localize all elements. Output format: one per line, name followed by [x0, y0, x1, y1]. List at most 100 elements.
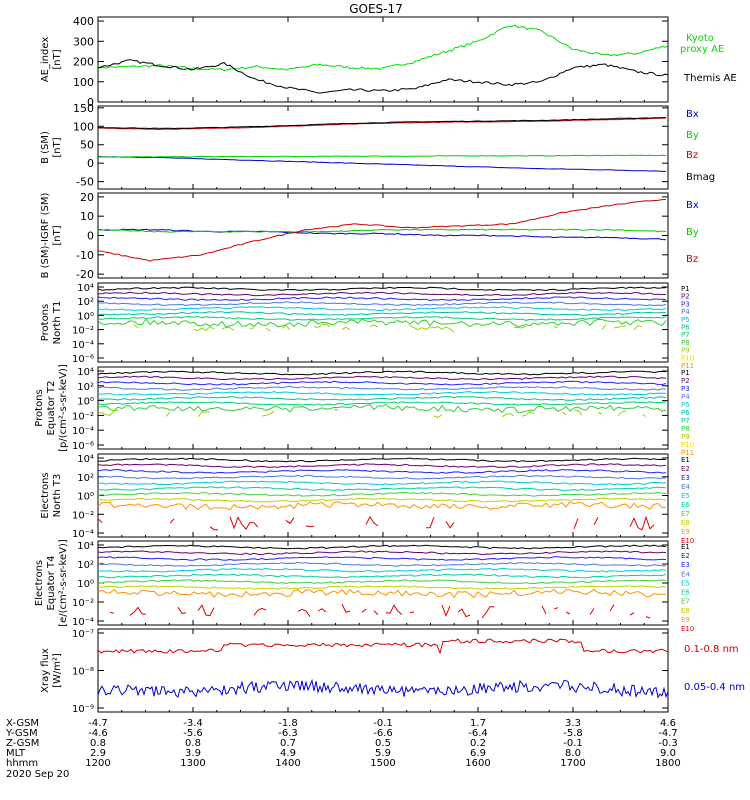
y-axis-label-line: [p/(cm²-s-sr-keV)] [58, 364, 69, 452]
panel-frame-3 [97, 192, 669, 279]
legend-label-e7: E7 [681, 510, 690, 518]
y-axis-label: Protons Equator T2 [p/(cm²-s-sr-keV)] [34, 364, 69, 452]
legend-label: 0.1-0.8 nm [684, 644, 739, 655]
legend-label: Bx [686, 200, 699, 211]
legend-label-p6: P6 [681, 409, 690, 417]
y-axis-label-line: [nT] [52, 137, 63, 157]
y-axis-label: B (SM)-IGRF (SM) [nT] [40, 193, 63, 279]
y-tick-label: 10⁴ [77, 541, 94, 552]
legend-label-p5: P5 [681, 401, 690, 409]
y-tick-label: 0 [87, 230, 94, 243]
y-tick-label: 10⁻² [72, 510, 94, 521]
panel-frame-6 [97, 453, 669, 538]
channel-line-e5 [97, 567, 667, 573]
legend-label: Bmag [686, 172, 715, 183]
y-tick-label: 300 [73, 35, 94, 48]
ephem-label: Z-GSM [6, 738, 39, 749]
channel-line-e10 [109, 603, 651, 619]
legend-label-e6: E6 [681, 589, 690, 597]
ephem-value: -5.8 [563, 728, 583, 739]
ephem-value: 0.8 [90, 738, 106, 749]
channel-line-e8 [97, 585, 667, 590]
y-axis-label-line: AE_index [40, 37, 51, 83]
ephem-value: 1300 [180, 758, 205, 769]
legend-label-p9: P9 [681, 433, 690, 441]
ephem-value: -3.4 [183, 718, 203, 729]
ephem-value: -4.7 [658, 728, 678, 739]
legend-label-p3: P3 [681, 300, 690, 308]
legend-label-e10: E10 [681, 625, 694, 633]
ephem-value: 1800 [655, 758, 680, 769]
channel-line-e3 [97, 469, 667, 474]
y-tick-label: 10 [80, 210, 94, 223]
series-line-bx [97, 155, 667, 172]
y-tick-label: -20 [76, 268, 94, 281]
channel-line-e6 [97, 573, 667, 579]
y-tick-label: 10⁴ [77, 367, 94, 378]
legend-label-p5: P5 [681, 316, 690, 324]
ephem-value: 8.0 [565, 748, 581, 759]
panel-frame-5 [97, 366, 669, 450]
series-line-by [97, 228, 667, 233]
legend-label-p7: P7 [681, 331, 690, 339]
y-tick-label: 10⁰ [77, 397, 94, 408]
series-line-xray-short [97, 678, 669, 699]
ephem-value: -1.8 [278, 718, 298, 729]
legend-label: 0.05-0.4 nm [684, 682, 745, 693]
legend-label-p10: P10 [681, 354, 694, 362]
channel-line-p5 [97, 390, 667, 396]
legend-label-p11: P11 [681, 362, 694, 370]
y-tick-label: 10⁻⁸ [72, 667, 94, 678]
channel-line-e7 [97, 579, 667, 585]
y-axis-label: Electrons Equator T4 [e/(cm²-s-sr-keV)] [34, 539, 69, 627]
y-tick-label: 10⁻⁶ [72, 441, 94, 452]
ephem-value: 0.7 [280, 738, 296, 749]
ephem-label: MLT [6, 748, 26, 759]
y-tick-label: 10⁻² [72, 411, 94, 422]
y-tick-label: 10⁴ [77, 454, 94, 465]
y-axis-label-line: Electrons [40, 472, 51, 518]
ephem-value: 1.7 [470, 718, 486, 729]
legend-label-e5: E5 [681, 492, 690, 500]
y-tick-label: 100 [73, 76, 94, 89]
legend-label: By [686, 227, 699, 238]
y-tick-label: 20 [80, 191, 94, 204]
panel-frame-7 [97, 540, 669, 626]
channel-line-e7 [97, 491, 667, 497]
series-line-bz [97, 117, 667, 131]
ephem-value: 0.5 [375, 738, 391, 749]
y-tick-label: 10⁻⁹ [72, 704, 94, 715]
ephem-value: 3.3 [565, 718, 581, 729]
legend-label: Bz [686, 150, 698, 161]
legend-label-e3: E3 [681, 474, 690, 482]
legend-label-e5: E5 [681, 579, 690, 587]
y-tick-label: 10⁻² [72, 598, 94, 609]
legend-label-e6: E6 [681, 501, 690, 509]
ephem-value: 1500 [370, 758, 395, 769]
y-axis-label-line: [W/m²] [52, 653, 63, 688]
y-tick-label: 10⁰ [77, 492, 94, 503]
channel-line-p1 [97, 370, 667, 376]
legend-label-e8: E8 [681, 519, 690, 527]
channel-line-e6 [97, 486, 667, 491]
y-axis-label-line: [nT] [52, 49, 63, 69]
ephem-value: -6.4 [468, 728, 488, 739]
ephemeris-table: X-GSM -4.7 -3.4 -1.8 -0.1 1.7 3.3 4.6Y-GSM -4.6-… [5, 718, 681, 780]
legend-label: Bz [686, 254, 698, 265]
y-axis-label-line: Protons [40, 304, 51, 341]
y-tick-label: 10⁻⁴ [72, 340, 94, 351]
y-axis-label-line: North T1 [52, 301, 63, 345]
y-axis-label-line: North T3 [52, 474, 63, 518]
legend-label-e1: E1 [681, 456, 690, 464]
legend-label-p9: P9 [681, 347, 690, 355]
y-tick-label: 400 [73, 15, 94, 28]
legend-label-p10: P10 [681, 441, 694, 449]
panel-frame-2 [97, 105, 669, 190]
channel-line-e1 [97, 457, 667, 463]
legend-label-p1: P1 [681, 285, 690, 293]
y-tick-label: -50 [76, 176, 94, 189]
ephem-value: 1200 [85, 758, 110, 769]
legend-label: Bx [686, 109, 699, 120]
legend-label-p3: P3 [681, 385, 690, 393]
